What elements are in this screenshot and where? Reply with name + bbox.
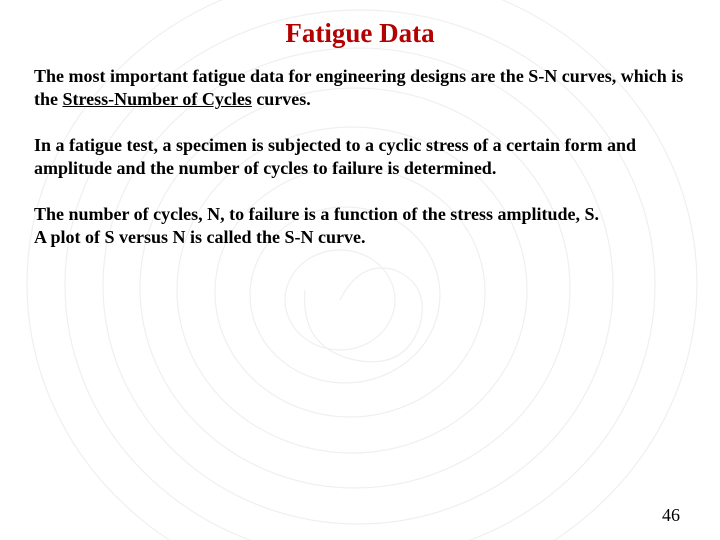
slide-content: Fatigue Data The most important fatigue … xyxy=(0,0,720,540)
para3-line2: A plot of S versus N is called the S-N c… xyxy=(34,227,366,247)
paragraph-2: In a fatigue test, a specimen is subject… xyxy=(34,134,686,181)
paragraph-1: The most important fatigue data for engi… xyxy=(34,65,686,112)
para1-post: curves. xyxy=(252,89,311,109)
paragraph-3: The number of cycles, N, to failure is a… xyxy=(34,203,686,250)
para3-line1: The number of cycles, N, to failure is a… xyxy=(34,204,599,224)
para1-underline: Stress-Number of Cycles xyxy=(63,89,252,109)
slide-title: Fatigue Data xyxy=(34,18,686,49)
